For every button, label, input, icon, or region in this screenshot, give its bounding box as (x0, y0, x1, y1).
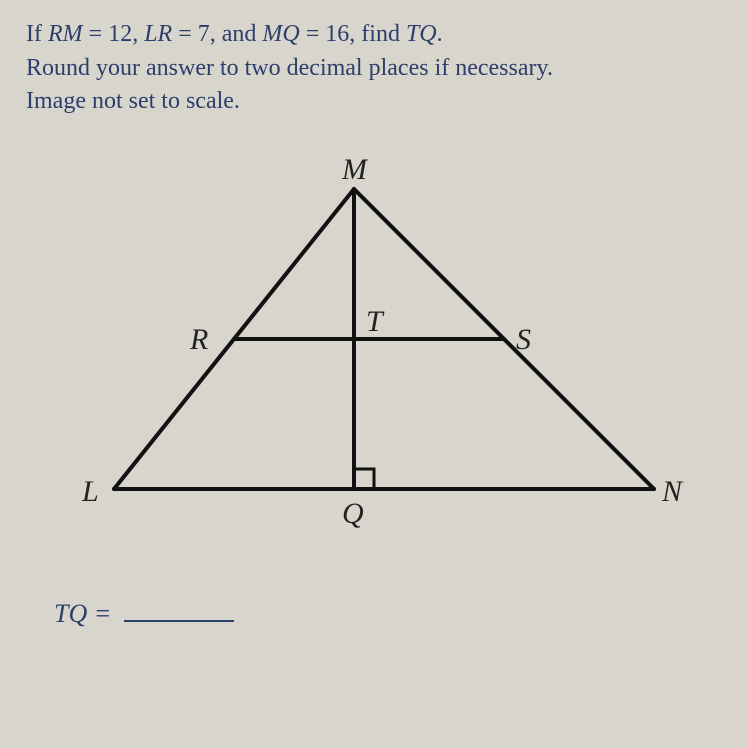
answer-blank[interactable] (124, 618, 234, 622)
txt: If (26, 21, 48, 47)
svg-text:L: L (81, 475, 99, 508)
question-text: If RM = 12, LR = 7, and MQ = 16, find TQ… (26, 18, 721, 119)
svg-text:T: T (366, 305, 385, 338)
val-rm: 12 (108, 21, 132, 47)
var-mq: MQ (262, 21, 299, 47)
figure-container: M L N R S T Q (26, 149, 721, 549)
txt: = (172, 21, 198, 47)
svg-text:M: M (341, 153, 369, 186)
val-lr: 7 (198, 21, 210, 47)
svg-text:Q: Q (342, 497, 364, 530)
txt: , find (349, 21, 406, 47)
svg-text:N: N (661, 475, 684, 508)
triangle-figure: M L N R S T Q (64, 149, 684, 549)
svg-text:R: R (189, 323, 208, 356)
var-lr: LR (144, 21, 172, 47)
val-mq: 16 (325, 21, 349, 47)
txt: = (300, 21, 326, 47)
answer-prompt: TQ = (26, 599, 721, 629)
page: If RM = 12, LR = 7, and MQ = 16, find TQ… (0, 0, 747, 647)
txt: = (83, 21, 109, 47)
q-line2: Round your answer to two decimal places … (26, 55, 553, 81)
q-line1: If RM = 12, LR = 7, and MQ = 16, find TQ… (26, 21, 443, 47)
q-line3: Image not set to scale. (26, 88, 240, 114)
txt: , and (210, 21, 263, 47)
var-rm: RM (48, 21, 83, 47)
txt: = (87, 599, 118, 628)
var-tq: TQ (406, 21, 437, 47)
svg-text:S: S (516, 323, 531, 356)
txt: . (437, 21, 443, 47)
txt: , (132, 21, 144, 47)
var-tq-answer: TQ (54, 599, 87, 628)
